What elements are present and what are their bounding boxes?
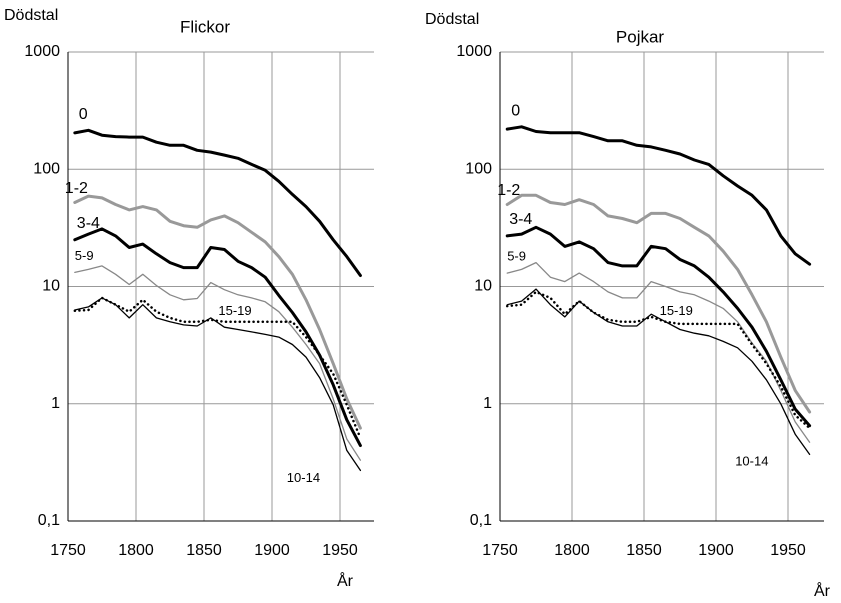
- line: [74, 297, 362, 472]
- series-label: 1-2: [65, 180, 88, 197]
- x-tick-label: 1800: [554, 542, 590, 559]
- x-tick-label: 1900: [698, 542, 734, 559]
- line: [505, 125, 812, 266]
- x-tick-label: 1900: [254, 542, 290, 559]
- y-tick-label: 0,1: [38, 512, 60, 529]
- series-label: 1-2: [497, 182, 520, 199]
- y-tick-label: 10: [474, 278, 492, 295]
- x-tick-label: 1850: [186, 542, 222, 559]
- line: [73, 296, 362, 440]
- x-tick-label: 1950: [322, 542, 358, 559]
- line: [73, 194, 362, 430]
- y-tick-label: 1000: [456, 43, 492, 60]
- chart-title: Flickor: [180, 17, 230, 36]
- series-label: 15-19: [218, 303, 251, 318]
- series-label: 0: [79, 106, 88, 123]
- line: [506, 261, 811, 443]
- series-label: 10-14: [735, 454, 768, 469]
- x-tick-label: 1850: [626, 542, 662, 559]
- series-label: 3-4: [77, 215, 100, 232]
- x-tick-label: 1750: [50, 542, 86, 559]
- series-label: 0: [511, 102, 520, 119]
- series-label: 5-9: [507, 249, 526, 264]
- line: [73, 128, 362, 277]
- x-axis-label: År: [814, 581, 831, 600]
- y-tick-label: 0,1: [470, 512, 492, 529]
- series-label: 15-19: [660, 303, 693, 318]
- y-tick-label: 100: [33, 160, 60, 177]
- line: [74, 265, 362, 461]
- line: [505, 290, 811, 430]
- y-tick-label: 1: [51, 395, 60, 412]
- series-label: 5-9: [75, 248, 94, 263]
- y-axis-label: Dödstal: [425, 11, 479, 28]
- chart-title: Pojkar: [616, 27, 665, 46]
- series-label: 3-4: [509, 211, 532, 228]
- line: [505, 225, 812, 428]
- line: [73, 227, 362, 448]
- x-tick-label: 1950: [770, 542, 806, 559]
- y-tick-label: 1000: [24, 43, 60, 60]
- x-axis-label: År: [337, 571, 354, 590]
- line: [506, 288, 811, 456]
- y-axis-label: Dödstal: [4, 7, 58, 24]
- line: [505, 193, 812, 414]
- y-tick-label: 10: [42, 278, 60, 295]
- series-label: 10-14: [287, 470, 320, 485]
- y-tick-label: 1: [483, 395, 492, 412]
- x-tick-label: 1750: [482, 542, 518, 559]
- x-tick-label: 1800: [118, 542, 154, 559]
- y-tick-label: 100: [465, 160, 492, 177]
